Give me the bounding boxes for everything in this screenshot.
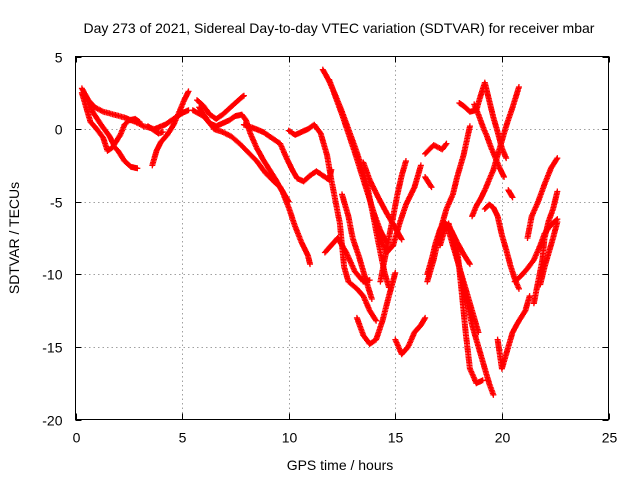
data-point-markers bbox=[371, 162, 424, 256]
y-tick-label: -10 bbox=[42, 267, 62, 283]
y-tick-label: 0 bbox=[55, 122, 63, 138]
plot-frame bbox=[75, 56, 609, 420]
data-point-markers bbox=[240, 121, 335, 185]
data-point-markers bbox=[149, 88, 192, 169]
series-track bbox=[83, 94, 143, 149]
axis-ticks bbox=[75, 56, 610, 421]
series-track bbox=[326, 76, 390, 246]
data-point-markers bbox=[321, 235, 373, 285]
data-point-markers bbox=[537, 219, 561, 288]
data-point-markers bbox=[326, 76, 390, 246]
series-track bbox=[353, 269, 399, 347]
series-track bbox=[149, 88, 192, 169]
data-point-markers bbox=[454, 245, 486, 387]
series-track bbox=[240, 121, 335, 185]
data-point-markers bbox=[422, 174, 435, 191]
data-point-markers bbox=[189, 107, 314, 268]
series-track bbox=[285, 121, 380, 324]
x-tick-label: 0 bbox=[73, 430, 81, 446]
data-point-markers bbox=[353, 269, 399, 347]
data-point-markers bbox=[422, 140, 450, 157]
series-track bbox=[145, 123, 166, 137]
data-point-markers bbox=[456, 79, 510, 162]
series-track bbox=[339, 191, 375, 302]
data-marks bbox=[78, 66, 561, 398]
data-point-markers bbox=[196, 104, 292, 205]
data-point-markers bbox=[339, 191, 375, 302]
x-tick-label: 5 bbox=[179, 430, 187, 446]
y-tick-label: -15 bbox=[42, 340, 62, 356]
y-tick-label: -20 bbox=[42, 413, 62, 429]
data-point-markers bbox=[377, 158, 409, 285]
y-tick-labels: 5 0 -5 -10 -15 -20 bbox=[42, 50, 62, 429]
series-track bbox=[422, 174, 435, 191]
data-point-markers bbox=[285, 121, 380, 324]
chart-title: Day 273 of 2021, Sidereal Day-to-day VTE… bbox=[84, 20, 595, 36]
x-tick-label: 15 bbox=[388, 430, 404, 446]
series-track bbox=[392, 314, 429, 358]
series-track bbox=[456, 79, 510, 162]
x-tick-label: 10 bbox=[282, 430, 298, 446]
series-track bbox=[505, 187, 516, 201]
data-point-markers bbox=[494, 293, 533, 372]
y-axis-label: SDTVAR / TECUs bbox=[6, 182, 22, 294]
x-tick-label: 25 bbox=[602, 430, 618, 446]
data-point-markers bbox=[437, 220, 497, 398]
series-track bbox=[524, 155, 561, 241]
y-tick-label: 5 bbox=[55, 50, 63, 66]
series-track bbox=[537, 219, 561, 288]
x-axis-label: GPS time / hours bbox=[287, 457, 394, 473]
series-track bbox=[494, 293, 533, 372]
data-point-markers bbox=[83, 94, 143, 149]
x-tick-label: 20 bbox=[495, 430, 511, 446]
series-track bbox=[321, 235, 373, 285]
data-point-markers bbox=[505, 187, 516, 201]
series-track bbox=[196, 104, 292, 205]
data-point-markers bbox=[392, 314, 429, 358]
y-tick-label: -5 bbox=[50, 195, 63, 211]
data-point-markers bbox=[145, 123, 166, 137]
series-track bbox=[371, 162, 424, 256]
series-track bbox=[194, 92, 247, 122]
data-point-markers bbox=[524, 155, 561, 241]
series-track bbox=[454, 245, 486, 387]
series-track bbox=[437, 220, 497, 398]
x-tick-labels: 0 5 10 15 20 25 bbox=[73, 430, 618, 446]
series-track bbox=[422, 140, 450, 157]
series-track bbox=[189, 107, 314, 268]
series-track bbox=[377, 158, 409, 285]
data-point-markers bbox=[194, 92, 247, 122]
